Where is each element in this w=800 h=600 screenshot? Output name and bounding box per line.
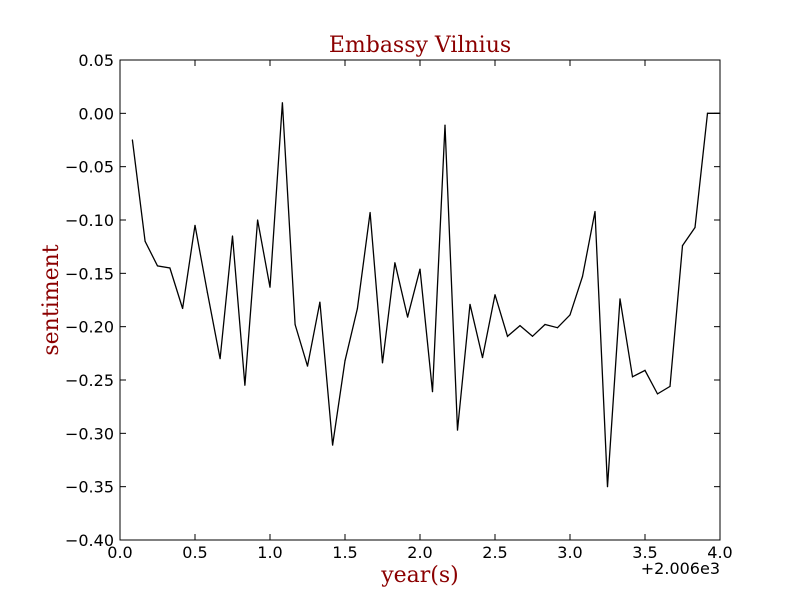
- x-axis-label: year(s): [380, 563, 459, 588]
- data-point: [281, 102, 283, 104]
- x-tick-label: 3.5: [632, 543, 657, 562]
- data-point: [194, 224, 196, 226]
- data-point: [531, 335, 534, 337]
- data-point: [519, 325, 521, 327]
- data-point: [407, 316, 409, 318]
- x-tick-label: 0.0: [107, 543, 132, 562]
- data-point: [319, 301, 321, 303]
- chart-marks: [131, 102, 721, 488]
- data-point: [581, 275, 584, 278]
- data-point: [156, 265, 159, 267]
- data-point: [269, 286, 271, 288]
- y-tick-label: 0.00: [78, 104, 114, 123]
- data-point: [569, 314, 571, 316]
- x-offset-label: +2.006e3: [641, 559, 720, 578]
- data-point: [644, 369, 646, 371]
- data-point: [619, 298, 621, 300]
- data-point: [257, 219, 259, 221]
- data-point: [344, 360, 346, 362]
- x-tick-label: 2.0: [407, 543, 432, 562]
- data-point: [169, 267, 171, 269]
- data-point: [444, 124, 446, 126]
- data-point: [694, 226, 696, 229]
- data-point: [419, 268, 421, 270]
- data-point: [556, 327, 559, 329]
- y-tick-label: −0.35: [65, 478, 114, 497]
- data-point: [506, 335, 509, 337]
- x-tick-label: 3.0: [557, 543, 582, 562]
- tick-marks: 0.0 0.5 1.0 1.5 2.0 2.5 3.0 3.5 4.0 0.05 0.00 −0.05…: [65, 51, 733, 562]
- data-point: [656, 393, 659, 395]
- data-point: [131, 139, 133, 141]
- y-tick-label: −0.40: [65, 531, 114, 550]
- data-point: [394, 262, 396, 264]
- data-point: [706, 112, 709, 114]
- x-tick-label: 0.5: [182, 543, 207, 562]
- data-point: [606, 486, 609, 488]
- x-tick-label: 1.5: [332, 543, 357, 562]
- y-tick-label: 0.05: [78, 51, 114, 70]
- data-point: [219, 358, 221, 360]
- data-point: [481, 357, 484, 359]
- data-point: [631, 376, 634, 378]
- data-point: [544, 323, 546, 326]
- data-point: [206, 291, 208, 294]
- data-point: [294, 323, 296, 326]
- data-point: [456, 429, 459, 431]
- data-point: [681, 245, 684, 247]
- data-point: [494, 294, 496, 296]
- y-tick-label: −0.30: [65, 424, 114, 443]
- y-tick-label: −0.25: [65, 371, 114, 390]
- y-axis-label: sentiment: [39, 244, 64, 355]
- x-tick-label: 2.5: [482, 543, 507, 562]
- data-point: [231, 235, 234, 237]
- x-tick-label: 1.0: [257, 543, 282, 562]
- data-point: [182, 307, 184, 310]
- x-tick-label: 4.0: [707, 543, 732, 562]
- data-point: [306, 365, 309, 367]
- chart-title: Embassy Vilnius: [329, 33, 511, 58]
- data-point: [669, 385, 671, 387]
- data-point: [431, 391, 434, 393]
- data-point: [244, 384, 246, 386]
- data-point: [144, 240, 146, 242]
- plot-area: [120, 60, 720, 540]
- data-point: [332, 444, 334, 446]
- y-tick-label: −0.20: [65, 318, 114, 337]
- data-point: [381, 362, 384, 364]
- data-point: [356, 307, 358, 310]
- y-tick-label: −0.15: [65, 264, 114, 283]
- y-tick-label: −0.10: [65, 211, 114, 230]
- y-tick-label: −0.05: [65, 158, 114, 177]
- data-point: [369, 211, 371, 214]
- data-point: [469, 303, 471, 305]
- series-line: [131, 102, 720, 487]
- data-point: [594, 210, 596, 213]
